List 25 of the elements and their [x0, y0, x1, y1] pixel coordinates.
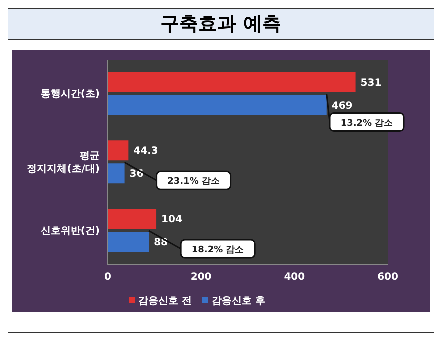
bar — [108, 208, 157, 229]
annotation: 13.2% 감소 — [340, 118, 394, 129]
annotation: 23.1% 감소 — [168, 177, 220, 188]
bar — [108, 72, 356, 92]
x-tick-label: 200 — [190, 272, 212, 284]
y-tick-label: 평균 정지지체(초/대) — [27, 150, 100, 175]
chart-title: 구축효과 예측 — [8, 8, 434, 40]
data-label: 88 — [154, 238, 168, 249]
bar — [108, 232, 150, 252]
data-label: 44.3 — [134, 146, 158, 158]
bar — [108, 140, 129, 161]
x-tick-label: 0 — [104, 272, 112, 284]
x-tick-label: 600 — [378, 272, 398, 284]
data-label: 104 — [162, 214, 182, 226]
data-label: 531 — [360, 78, 382, 89]
legend-label: 감응신호 후 — [212, 296, 266, 307]
data-label: 469 — [332, 100, 353, 112]
y-tick-label: 신호위반(건) — [40, 226, 100, 237]
legend-label: 감응신호 전 — [138, 296, 192, 307]
data-label: 36 — [130, 169, 144, 180]
bar — [108, 164, 125, 184]
x-tick-label: 400 — [284, 272, 306, 284]
y-tick-label: 통행시간(초) — [40, 88, 100, 100]
annotation: 18.2% 감소 — [192, 245, 244, 256]
bar — [108, 95, 327, 116]
